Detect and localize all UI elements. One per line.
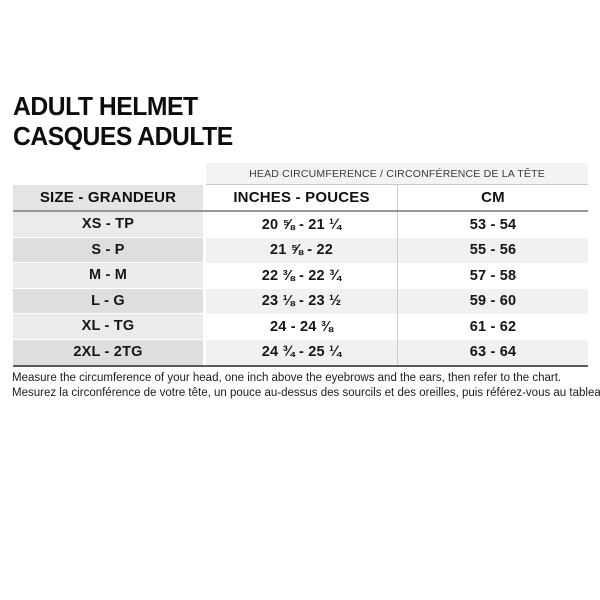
column-divider [397, 237, 398, 263]
cm-cell: 53 - 54 [398, 212, 588, 238]
size-cell: XL - TG [13, 314, 203, 340]
size-cell: M - M [13, 263, 203, 289]
column-divider [397, 185, 398, 210]
table-row-s: S - P 21 ⅝ - 22 55 - 56 [13, 237, 588, 263]
inches-cell: 24 ¾ - 25 ¼ [206, 339, 397, 365]
inches-cell: 21 ⅝ - 22 [206, 237, 397, 263]
table-row-m: M - M 22 ⅜ - 22 ¾ 57 - 58 [13, 263, 588, 289]
cm-cell: 55 - 56 [398, 237, 588, 263]
cm-cell: 59 - 60 [398, 288, 588, 314]
column-gap [203, 237, 206, 263]
page-title-en: ADULT HELMET [13, 91, 198, 121]
column-header-size: SIZE - GRANDEUR [13, 185, 203, 210]
size-cell: L - G [13, 288, 203, 314]
column-divider [397, 339, 398, 365]
cm-cell: 61 - 62 [398, 314, 588, 340]
column-gap [203, 314, 206, 340]
head-circumference-band: HEAD CIRCUMFERENCE / CIRCONFÉRENCE DE LA… [206, 163, 588, 185]
size-cell: XS - TP [13, 212, 203, 238]
inches-cell: 22 ⅜ - 22 ¾ [206, 263, 397, 289]
table-body: XS - TP 20 ⅝ - 21 ¼ 53 - 54 S - P 21 ⅝ -… [13, 212, 588, 367]
page-title-fr: CASQUES ADULTE [13, 121, 233, 151]
inches-cell: 23 ⅛ - 23 ½ [206, 288, 397, 314]
column-divider [397, 263, 398, 289]
table-row-xs: XS - TP 20 ⅝ - 21 ¼ 53 - 54 [13, 212, 588, 238]
inches-cell: 20 ⅝ - 21 ¼ [206, 212, 397, 238]
column-gap [203, 263, 206, 289]
table-row-2xl: 2XL - 2TG 24 ¾ - 25 ¼ 63 - 64 [13, 339, 588, 365]
measure-instructions-en: Measure the circumference of your head, … [12, 372, 562, 384]
inches-cell: 24 - 24 ⅜ [206, 314, 397, 340]
size-chart-table: HEAD CIRCUMFERENCE / CIRCONFÉRENCE DE LA… [13, 163, 588, 367]
table-row-xl: XL - TG 24 - 24 ⅜ 61 - 62 [13, 314, 588, 340]
table-header-row: SIZE - GRANDEUR INCHES - POUCES CM [13, 185, 588, 212]
column-gap [203, 212, 206, 238]
column-divider [397, 212, 398, 238]
column-header-inches: INCHES - POUCES [206, 185, 397, 210]
column-gap [203, 339, 206, 365]
head-circumference-label: HEAD CIRCUMFERENCE / CIRCONFÉRENCE DE LA… [249, 167, 545, 180]
page-title: ADULT HELMET CASQUES ADULTE [13, 91, 233, 151]
size-cell: S - P [13, 237, 203, 263]
table-row-l: L - G 23 ⅛ - 23 ½ 59 - 60 [13, 288, 588, 314]
measure-instructions: Measure the circumference of your head, … [12, 371, 600, 400]
column-gap [203, 185, 206, 210]
column-divider [397, 314, 398, 340]
cm-cell: 57 - 58 [398, 263, 588, 289]
column-divider [397, 288, 398, 314]
size-cell: 2XL - 2TG [13, 339, 203, 365]
cm-cell: 63 - 64 [398, 339, 588, 365]
measure-instructions-fr: Mesurez la circonférence de votre tête, … [12, 386, 600, 399]
column-header-cm: CM [398, 185, 588, 210]
column-gap [203, 288, 206, 314]
